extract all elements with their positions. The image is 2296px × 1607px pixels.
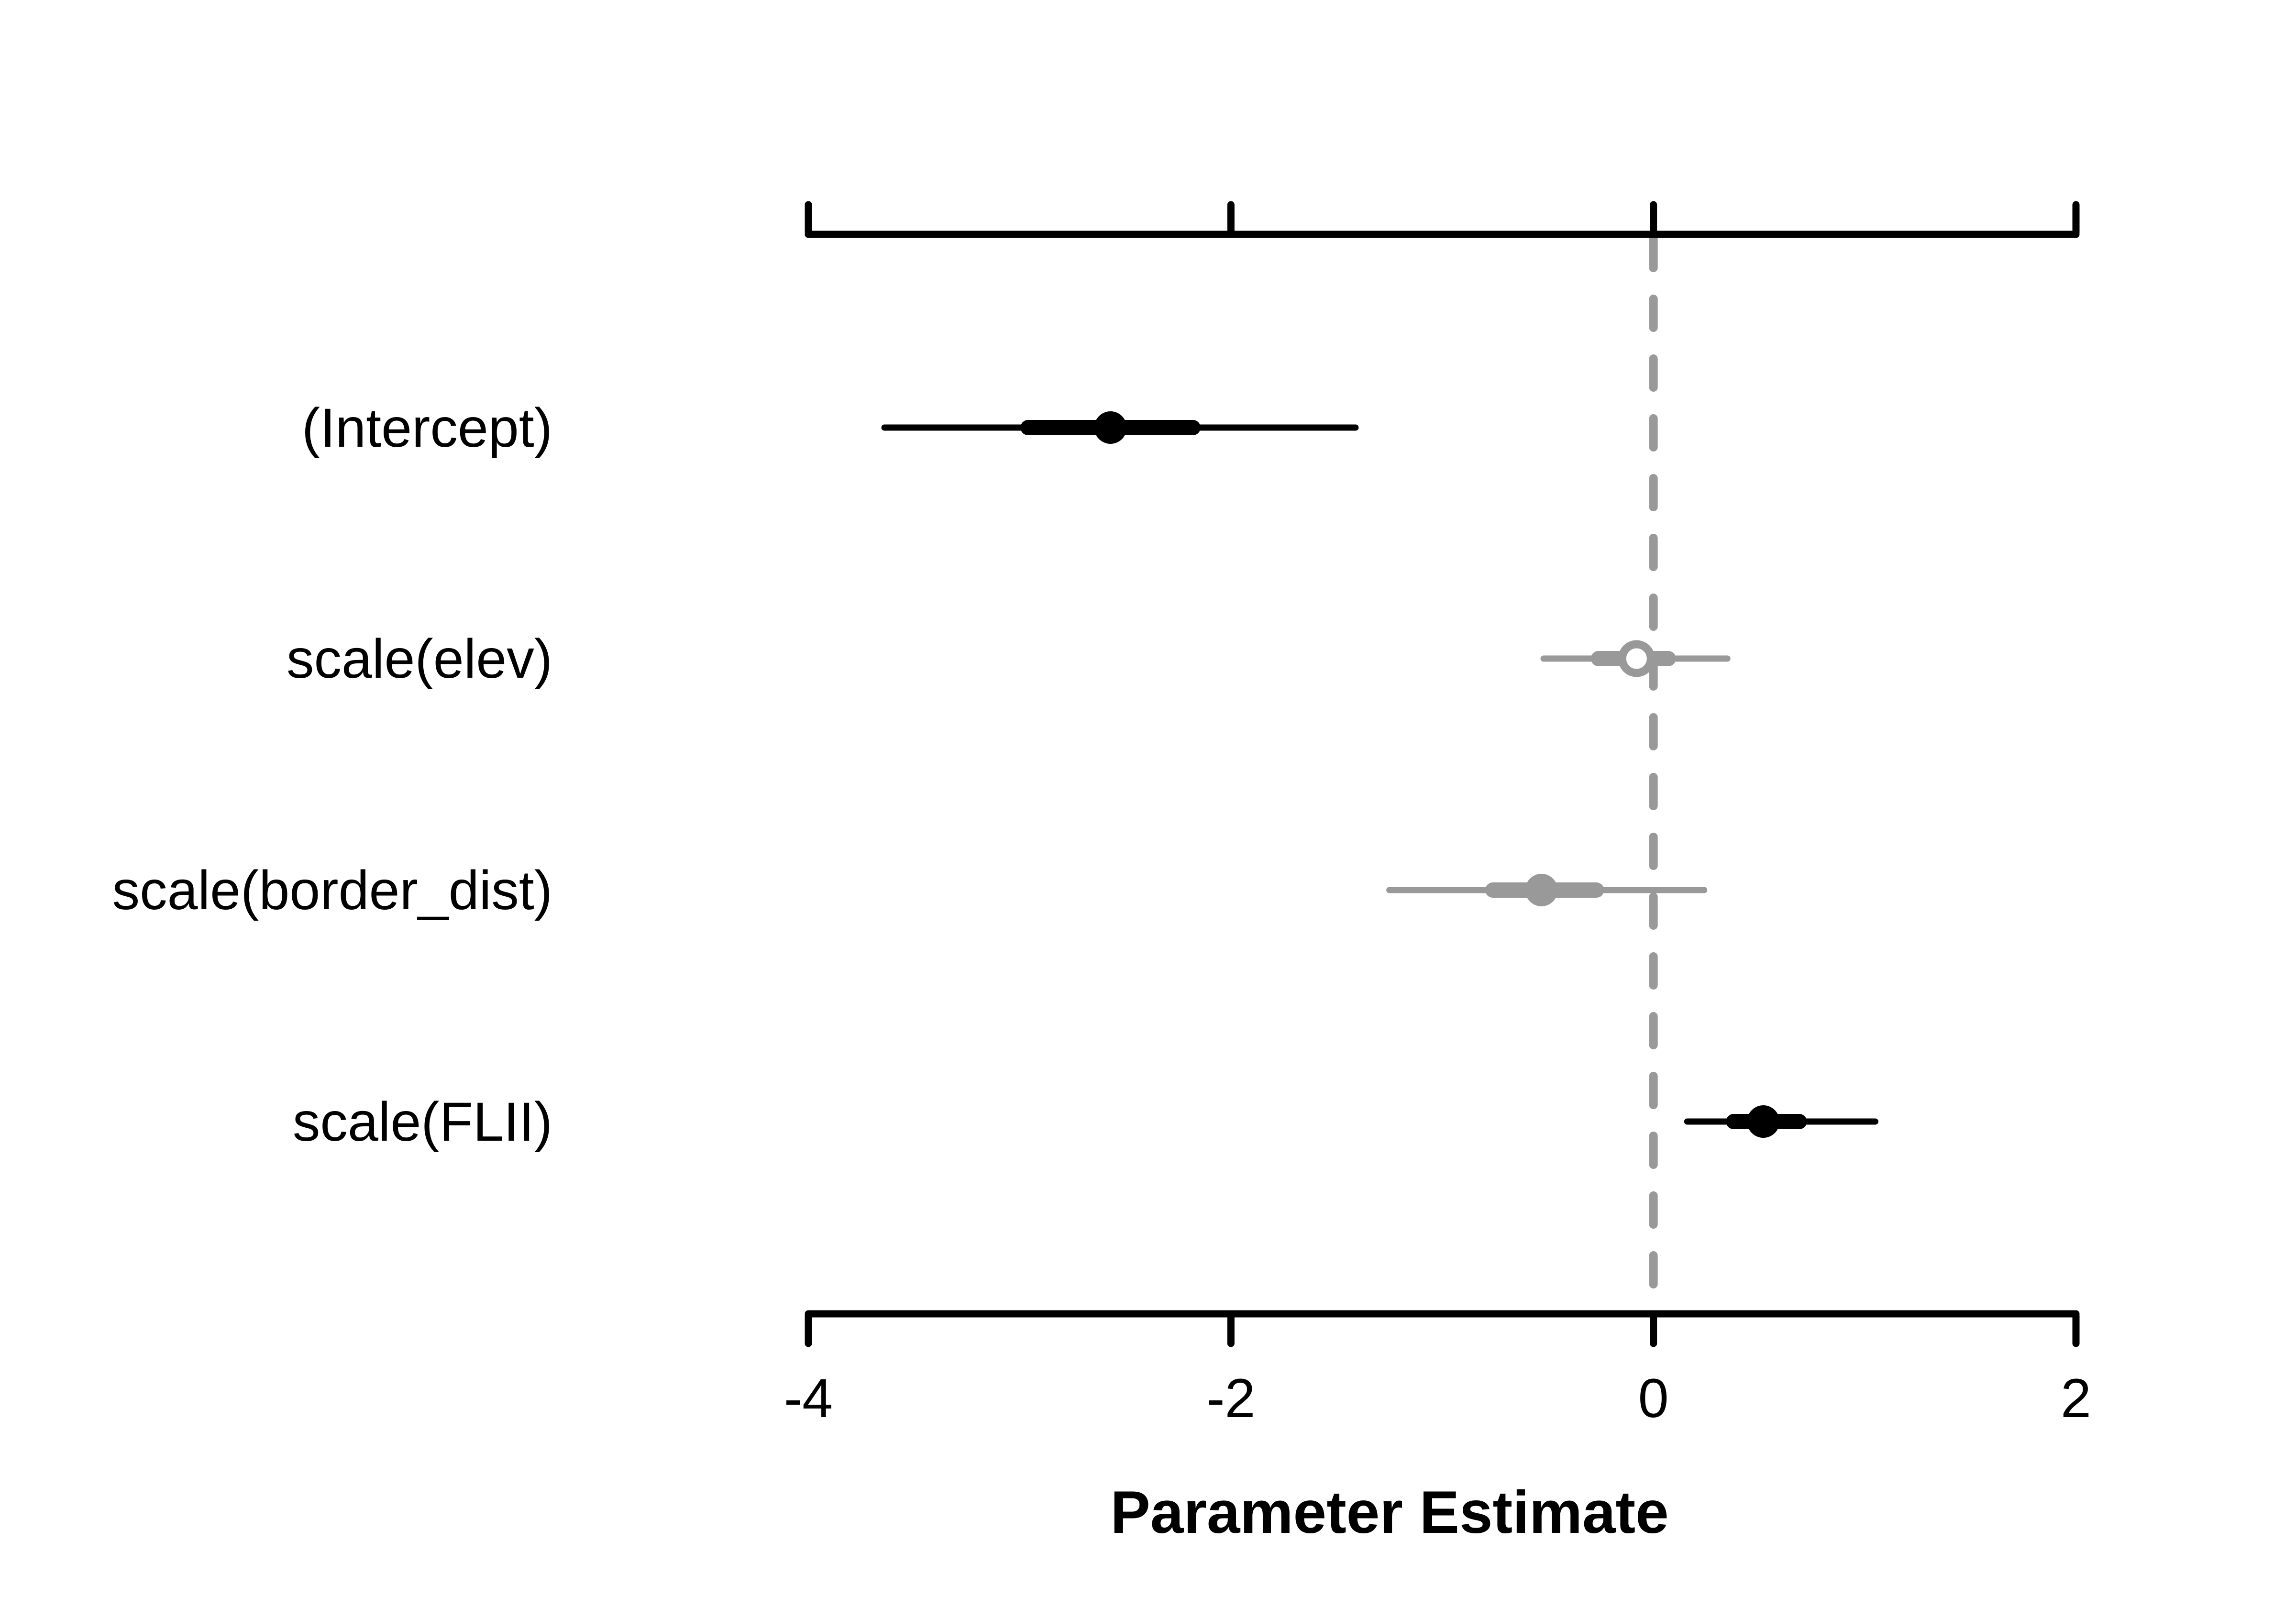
parameter-label-intercept: (Intercept) [302,397,552,459]
parameter-label-scale-border-dist: scale(border_dist) [112,860,552,921]
x-tick-label--2: -2 [1206,1368,1255,1429]
parameter-label-scale-flii: scale(FLII) [293,1091,552,1153]
parameter-label-scale-elev: scale(elev) [287,628,552,690]
x-axis-title: Parameter Estimate [1110,1479,1668,1546]
estimate-point-scale-flii [1747,1105,1780,1138]
x-tick-label-0: 0 [1638,1368,1669,1429]
x-tick-label-2: 2 [2061,1368,2091,1429]
estimate-point-scale-elev [1618,640,1655,677]
estimate-point-intercept [1094,411,1127,444]
x-tick-label--4: -4 [784,1368,833,1429]
estimate-point-scale-border-dist [1525,874,1558,906]
